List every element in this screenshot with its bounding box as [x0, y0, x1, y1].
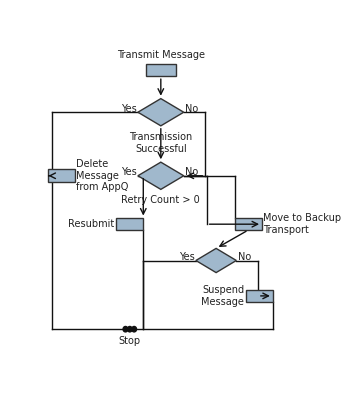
FancyBboxPatch shape — [116, 219, 143, 230]
FancyBboxPatch shape — [235, 219, 262, 230]
Polygon shape — [138, 162, 184, 189]
Text: Resubmit: Resubmit — [69, 219, 115, 229]
Text: Retry Count > 0: Retry Count > 0 — [121, 195, 200, 206]
Polygon shape — [196, 248, 236, 273]
Text: Stop: Stop — [119, 336, 141, 346]
Text: Move to Backup
Transport: Move to Backup Transport — [263, 213, 341, 235]
FancyBboxPatch shape — [246, 290, 273, 302]
Text: No: No — [185, 167, 198, 177]
Text: No: No — [238, 252, 251, 262]
Text: Yes: Yes — [121, 167, 136, 177]
Text: Yes: Yes — [121, 104, 136, 114]
Text: Delete
Message
from AppQ: Delete Message from AppQ — [76, 159, 128, 192]
Circle shape — [123, 327, 128, 332]
FancyBboxPatch shape — [146, 64, 176, 76]
Text: Transmission
Successful: Transmission Successful — [129, 132, 192, 154]
Circle shape — [132, 327, 136, 332]
Polygon shape — [138, 99, 184, 126]
Text: Suspend
Message: Suspend Message — [201, 285, 244, 307]
Text: No: No — [185, 104, 198, 114]
Text: Yes: Yes — [179, 252, 195, 262]
Circle shape — [127, 327, 132, 332]
FancyBboxPatch shape — [48, 169, 75, 182]
Text: Transmit Message: Transmit Message — [117, 50, 205, 60]
